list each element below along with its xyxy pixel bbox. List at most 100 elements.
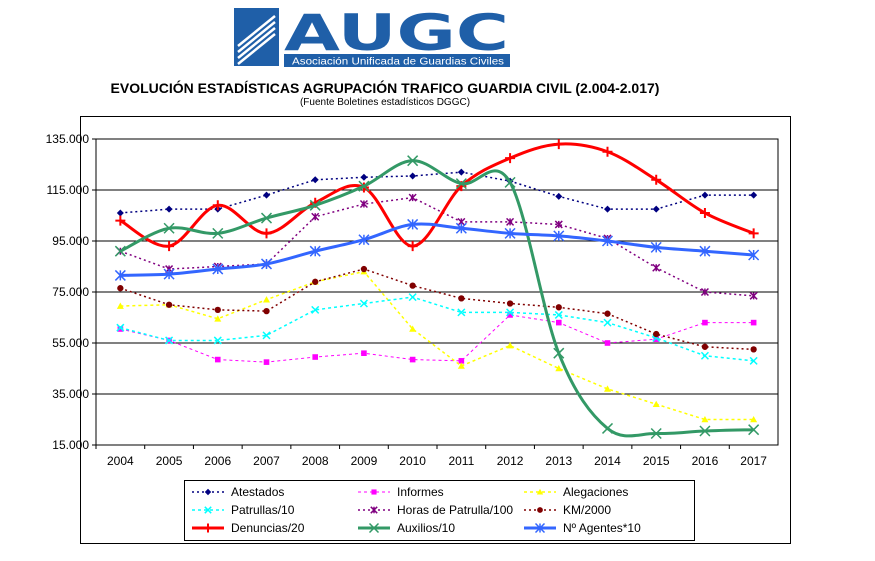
data-point (408, 293, 417, 302)
x-tick-label: 2004 (107, 454, 134, 468)
data-point (213, 336, 222, 345)
data-point (407, 155, 419, 167)
data-point (263, 307, 270, 315)
data-point (214, 315, 222, 322)
data-point (555, 192, 563, 200)
data-point (358, 234, 370, 246)
logo-emblem-stripes (237, 15, 276, 65)
y-tick-label: 135.000 (46, 132, 90, 146)
y-tick-label: 95.000 (52, 234, 89, 248)
legend-swatch (524, 488, 556, 495)
data-point (554, 310, 563, 319)
logo-tagline: Asociación Unificada de Guardias Civiles (292, 56, 504, 68)
legend-item: Informes (357, 485, 444, 499)
data-point (748, 424, 760, 436)
legend-marker (204, 506, 212, 514)
data-point (506, 300, 514, 307)
data-point (748, 228, 759, 239)
x-tick-label: 2008 (302, 454, 329, 468)
y-tick-label: 115.000 (47, 183, 90, 197)
data-point (554, 220, 563, 229)
data-point (553, 139, 564, 150)
chart-title: EVOLUCIÓN ESTADÍSTICAS AGRUPACIÓN TRAFIC… (110, 80, 660, 96)
y-tick-label: 15.000 (52, 438, 89, 452)
data-point (457, 168, 465, 176)
series-0 (116, 168, 758, 217)
data-point (358, 180, 370, 192)
x-tick-label: 2010 (399, 454, 426, 468)
legend-item: Alegaciones (523, 485, 628, 499)
x-tick-label: 2016 (692, 454, 719, 468)
x-tick-label: 2013 (545, 454, 572, 468)
data-point (750, 416, 758, 423)
data-point (360, 265, 368, 273)
series-1 (117, 312, 757, 365)
data-point (407, 218, 419, 230)
data-point (699, 245, 711, 257)
data-point (116, 323, 125, 332)
data-point (214, 306, 221, 313)
data-point (604, 385, 611, 392)
logo-wordmark: AUGC (284, 8, 509, 62)
data-point (212, 227, 224, 239)
series-line (120, 314, 754, 363)
legend-item: Nº Agentes*10 (523, 521, 641, 535)
data-point (750, 319, 757, 326)
data-point (604, 205, 611, 213)
legend-label: Informes (397, 485, 444, 499)
data-point (214, 356, 221, 363)
legend-label: Atestados (231, 485, 285, 499)
data-point (311, 212, 320, 221)
data-point (701, 191, 709, 199)
data-point (601, 235, 614, 247)
data-point (359, 299, 368, 308)
legend-label: KM/2000 (563, 503, 612, 517)
legend-marker (537, 507, 543, 513)
legend-label: Auxilios/10 (397, 521, 456, 535)
x-tick-label: 2005 (156, 454, 183, 468)
series-5 (117, 265, 757, 353)
legend-marker (370, 506, 378, 514)
data-point (553, 230, 565, 242)
legend-marker (534, 522, 546, 534)
series-3 (116, 293, 758, 365)
data-point (650, 427, 662, 440)
data-point (603, 318, 612, 327)
data-point (409, 356, 416, 363)
legend-swatch (192, 506, 224, 514)
data-point (504, 176, 516, 188)
data-point (604, 310, 611, 317)
legend-label: Alegaciones (563, 485, 629, 499)
data-point (115, 215, 126, 226)
legend-item: Atestados (191, 485, 284, 499)
series-2 (116, 268, 758, 423)
data-point (700, 287, 709, 297)
data-point (263, 359, 270, 365)
data-point (653, 330, 660, 338)
series-8 (114, 218, 760, 281)
data-point (116, 209, 124, 217)
data-point (602, 146, 613, 157)
legend-marker (368, 522, 380, 534)
data-point (263, 191, 270, 199)
legend-item: KM/2000 (523, 503, 611, 517)
data-point (650, 241, 662, 253)
data-point (507, 312, 513, 318)
data-point (653, 336, 660, 342)
data-point (409, 325, 417, 332)
legend-swatch (358, 489, 390, 495)
data-point (212, 263, 224, 275)
data-point (506, 217, 515, 226)
legend-marker (536, 488, 544, 495)
data-point (700, 351, 709, 360)
legend-swatch (192, 523, 224, 533)
chart-legend: Atestados Informes Alegaciones Patrullas/10… (184, 480, 695, 541)
data-point (699, 207, 710, 218)
series-line (120, 296, 754, 362)
data-point (263, 296, 270, 303)
data-point (164, 241, 175, 252)
x-tick-label: 2017 (740, 454, 767, 468)
data-point (260, 212, 273, 224)
data-point (555, 365, 563, 372)
